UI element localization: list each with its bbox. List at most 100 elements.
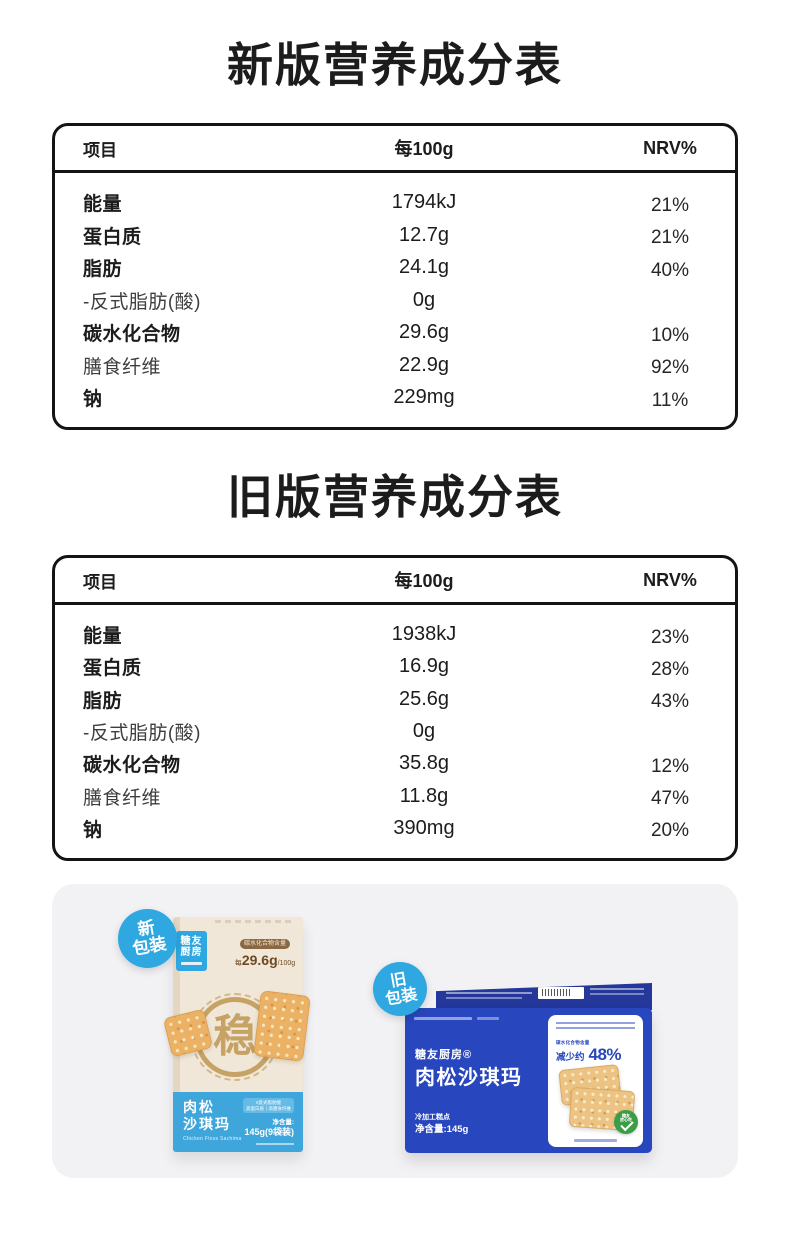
nutrient-nrv: 28% [650,658,690,680]
nutrient-nrv: 21% [650,194,690,216]
carb-content-callout: 碳水化合物含量 每29.6g/100g [231,932,299,970]
product-type: 冷加工糕点 [415,1114,450,1121]
nutrient-nrv: 23% [650,626,690,648]
nutrient-name: 碳水化合物 [83,324,181,345]
net-content: 净含量:145g [415,1124,469,1135]
micro-text-placeholder [215,920,295,923]
table-row: 碳水化合物 35.8g 12% [55,750,735,777]
seal-character: 稳 [213,1012,257,1061]
net-content: 净含量: 145g(9袋装) [244,1119,294,1138]
nutrient-nrv: 43% [650,691,690,713]
col-header-per100g: 每100g [394,139,454,159]
new-package-bottom-band: 肉松 沙琪玛 Chicken Floss Sachima 0反式脂肪酸 高蛋白质… [173,1092,303,1152]
nutrient-value: 29.6g [398,321,450,343]
nutrient-value: 24.1g [398,256,450,278]
table-row: 钠 229mg 11% [55,384,735,411]
table-body: 能量 1794kJ 21% 蛋白质 12.7g 21% 脂肪 24.1g 40%… [55,176,735,427]
nutrient-value: 11.8g [399,784,449,807]
table-row: 能量 1794kJ 21% [55,189,735,216]
micro-text-placeholder [446,997,522,999]
product-name-en: Chicken Floss Sachima [183,1136,242,1142]
nutrient-name: 脂肪 [83,690,123,712]
new-package-box: 糖友 厨房 碳水化合物含量 每29.6g/100g 稳 肉松 沙琪玛 Ch [162,917,311,1152]
carb-value: 每29.6g/100g [234,952,296,968]
col-header-nrv: NRV% [643,569,697,590]
table-row: 膳食纤维 22.9g 92% [55,352,735,379]
nutrient-value: 1938kJ [391,623,457,645]
nutrient-name: 膳食纤维 [83,787,162,809]
micro-text-placeholder [590,988,644,990]
micro-text-placeholder [574,1139,617,1142]
brand-logo: 糖友 厨房 [176,931,207,971]
nutrient-nrv: 11% [651,389,689,411]
nutrient-name: 脂肪 [83,259,123,280]
shield-check-icon: 糖友 放心吃 [614,1110,638,1134]
micro-text-placeholder [446,992,532,994]
nutrient-name: 能量 [83,194,123,215]
nutrient-nrv: 47% [650,788,690,810]
barcode [538,987,584,999]
nutrient-value: 390mg [393,816,455,839]
nutrient-nrv: 92% [650,357,690,378]
product-name: 肉松 沙琪玛 [183,1099,231,1132]
nutrient-name: 膳食纤维 [83,356,162,378]
product-name: 肉松沙琪玛 [415,1067,523,1089]
col-header-per100g: 每100g [394,571,454,591]
nutrient-name: 蛋白质 [83,658,142,680]
table-row: 钠 390mg 20% [55,815,735,842]
old-package-badge: 旧 包装 [373,962,427,1016]
table-row: 膳食纤维 11.8g 47% [55,783,735,810]
nutrient-value: 229mg [393,386,455,408]
packaging-comparison: 新 包装 糖友 厨房 碳水化合物含量 每29.6g/100g 稳 [52,884,738,1178]
carb-reduction-panel: 碳水化合物含量 减少约 48% 糖友 放心吃 [548,1015,643,1147]
nutrient-name: -反式脂肪(酸) [83,722,201,744]
micro-text-placeholder [181,962,202,965]
sachima-image [253,990,311,1062]
new-nutrition-table: 项目 每100g NRV% 能量 1794kJ 21% 蛋白质 12.7g 21… [52,123,738,430]
old-nutrition-table: 项目 每100g NRV% 能量 1938kJ 23% 蛋白质 16.9g 28… [52,555,738,861]
nutrient-value: 1794kJ [391,191,457,213]
table-row: 能量 1938kJ 23% [55,621,735,648]
brand-name: 糖友厨房® [415,1049,473,1061]
nutrient-name: 能量 [83,626,123,647]
old-table-title: 旧版营养成分表 [227,471,563,523]
nutrient-nrv: 10% [650,324,690,346]
nutrient-name: 钠 [83,819,103,841]
nutrient-nrv: 12% [650,755,690,777]
nutrient-value: 0g [412,288,436,311]
old-package-top-flap [436,983,652,1010]
nutrient-value: 22.9g [398,353,450,376]
nutrient-value: 25.6g [398,687,450,710]
nutrient-value: 0g [412,719,436,742]
nutrient-name: -反式脂肪(酸) [83,291,201,313]
nutrient-name: 碳水化合物 [83,755,181,777]
feature-pill: 0反式脂肪酸 高蛋白质丨高膳食纤维 [243,1098,294,1113]
micro-text-placeholder [590,993,644,995]
table-row: 碳水化合物 29.6g 10% [55,319,735,346]
col-header-nrv: NRV% [643,137,697,158]
nutrient-nrv: 40% [650,259,690,281]
nutrient-value: 16.9g [398,655,450,678]
col-header-item: 项目 [83,572,117,592]
carb-label-pill: 碳水化合物含量 [239,939,290,949]
nutrient-nrv: 21% [650,227,690,248]
micro-text-placeholder [477,1017,499,1020]
nutrient-value: 35.8g [398,752,450,775]
micro-text-placeholder [556,1022,635,1032]
table-row: -反式脂肪(酸) 0g [55,718,735,745]
col-header-item: 项目 [83,140,117,160]
carb-label: 碳水化合物含量 [556,1040,590,1045]
table-row: 蛋白质 16.9g 28% [55,653,735,680]
table-header-row: 项目 每100g NRV% [55,558,735,605]
table-header-row: 项目 每100g NRV% [55,126,735,173]
old-package-badge-label: 旧 包装 [384,970,419,1009]
nutrient-nrv: 20% [650,820,690,842]
nutrient-value: 12.7g [398,223,450,246]
table-row: 脂肪 25.6g 43% [55,686,735,713]
nutrient-name: 钠 [83,389,103,410]
new-package-badge-label: 新 包装 [130,917,168,960]
micro-text-placeholder [414,1017,472,1020]
table-row: 脂肪 24.1g 40% [55,254,735,281]
new-package-badge: 新 包装 [118,909,177,968]
